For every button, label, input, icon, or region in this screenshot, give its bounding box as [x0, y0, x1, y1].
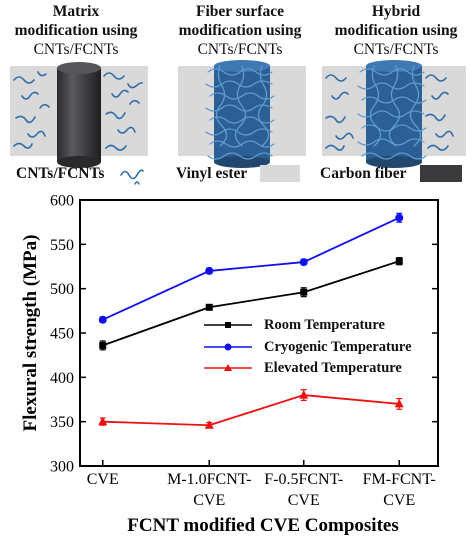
- data-point-cryogenic-temperature: [395, 213, 404, 222]
- panel-title-hybrid: Hybrid: [371, 3, 421, 20]
- cnt-strands-matrix: [13, 71, 143, 151]
- chart-legend-markers: [204, 322, 252, 371]
- y-tick-label: 400: [50, 370, 74, 387]
- data-point-cryogenic-temperature: [98, 315, 107, 324]
- x-tick-label: CVE: [288, 492, 320, 509]
- carbon-fiber-swatch: [420, 165, 462, 182]
- panel-line3-fiber-surface: CNTs/FCNTs: [197, 41, 283, 58]
- panel-title-fiber-surface: Fiber surface: [196, 3, 284, 20]
- y-tick-label: 300: [50, 459, 74, 476]
- y-axis-label: Flexural strength (MPa): [20, 235, 41, 432]
- y-tick-label: 600: [50, 193, 74, 210]
- y-tick-label: 550: [50, 237, 74, 254]
- panel-line3-hybrid: CNTs/FCNTs: [353, 41, 439, 58]
- schematic-illustrations: [10, 60, 466, 185]
- cnt-coating-fiber: [357, 65, 427, 160]
- x-tick-label: CVE: [87, 471, 119, 488]
- carbon-fiber-cylinder: [366, 60, 422, 168]
- panel-subtitle-hybrid: modification using: [334, 22, 458, 39]
- panel-line3-matrix: CNTs/FCNTs: [33, 41, 119, 58]
- legend-carbon-fiber-label: Carbon fiber: [320, 165, 407, 182]
- legend-elevated-temperature: Elevated Temperature: [264, 360, 402, 376]
- panel-subtitle-matrix: modification using: [14, 22, 138, 39]
- data-point-elevated-temperature: [299, 390, 309, 399]
- wavy-tube-icon: [134, 181, 140, 185]
- hybrid-modification-illustration: [322, 60, 466, 168]
- data-point-room-temperature: [205, 303, 213, 311]
- panel-subtitle-fiber-surface: modification using: [178, 22, 302, 39]
- wavy-tube-icon: [120, 169, 144, 180]
- data-point-room-temperature: [99, 341, 107, 349]
- series-line-room-temperature: [102, 260, 400, 347]
- data-point-cryogenic-temperature: [299, 258, 308, 267]
- data-point-elevated-temperature: [98, 416, 108, 426]
- x-tick-label: M-1.0FCNT-: [167, 471, 251, 488]
- x-axis-label: FCNT modified CVE Composites: [127, 515, 398, 536]
- legend-triangle-marker-icon: [224, 364, 232, 371]
- data-point-elevated-temperature: [394, 398, 404, 408]
- y-tick-label: 450: [50, 326, 74, 343]
- data-point-room-temperature: [395, 257, 403, 265]
- legend-square-marker-icon: [225, 322, 231, 328]
- x-tick-label: CVE: [193, 492, 225, 509]
- x-tick-label: F-0.5FCNT-: [264, 471, 343, 488]
- y-tick-label: 500: [50, 281, 74, 298]
- y-tick-label: 350: [50, 414, 74, 431]
- fiber-surface-modification-illustration: [178, 60, 306, 168]
- legend-cryogenic-temperature: Cryogenic Temperature: [264, 339, 412, 355]
- vinyl-ester-swatch: [260, 165, 300, 182]
- data-point-room-temperature: [300, 288, 308, 296]
- data-point-elevated-temperature: [204, 420, 214, 429]
- legend-room-temperature: Room Temperature: [264, 317, 385, 333]
- matrix-modification-illustration: [10, 62, 148, 168]
- legend-circle-marker-icon: [224, 343, 232, 351]
- legend-vinyl-ester-label: Vinyl ester: [176, 165, 248, 182]
- x-tick-label: CVE: [383, 492, 415, 509]
- x-tick-label: FM-FCNT-: [363, 471, 436, 488]
- cnt-coating-fiber: [205, 65, 275, 160]
- carbon-fiber-cylinder: [57, 62, 101, 168]
- legend-cnt-label: CNTs/FCNTs: [16, 165, 105, 182]
- data-point-cryogenic-temperature: [205, 266, 214, 275]
- series-line-elevated-temperature: [102, 394, 400, 427]
- cnt-strands-matrix: [325, 74, 454, 151]
- series-line-cryogenic-temperature: [102, 216, 400, 321]
- panel-title-matrix: Matrix: [52, 3, 100, 20]
